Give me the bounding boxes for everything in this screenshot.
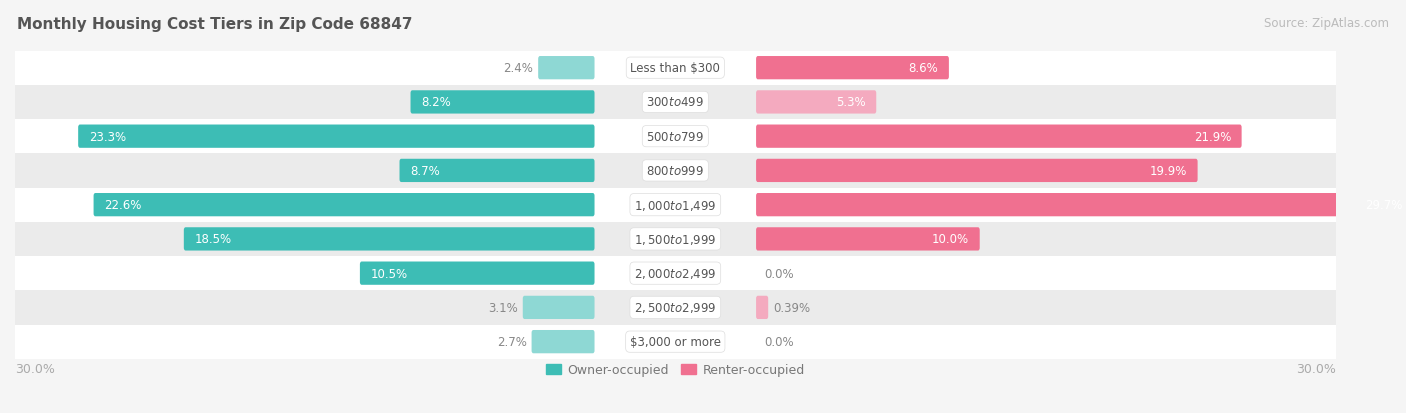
Text: 8.6%: 8.6% (908, 62, 938, 75)
Text: 18.5%: 18.5% (194, 233, 232, 246)
FancyBboxPatch shape (756, 296, 768, 319)
Text: 5.3%: 5.3% (837, 96, 866, 109)
FancyBboxPatch shape (184, 228, 595, 251)
Text: 3.1%: 3.1% (488, 301, 517, 314)
FancyBboxPatch shape (538, 57, 595, 80)
FancyBboxPatch shape (15, 222, 1336, 256)
FancyBboxPatch shape (756, 125, 1241, 148)
FancyBboxPatch shape (399, 159, 595, 183)
FancyBboxPatch shape (15, 154, 1336, 188)
FancyBboxPatch shape (15, 52, 1336, 85)
FancyBboxPatch shape (360, 262, 595, 285)
Text: $300 to $499: $300 to $499 (647, 96, 704, 109)
FancyBboxPatch shape (756, 57, 949, 80)
Text: $800 to $999: $800 to $999 (647, 164, 704, 178)
Text: 2.7%: 2.7% (496, 335, 527, 348)
Text: 30.0%: 30.0% (1296, 362, 1336, 375)
Text: $500 to $799: $500 to $799 (647, 131, 704, 143)
Text: $2,000 to $2,499: $2,000 to $2,499 (634, 266, 717, 280)
Legend: Owner-occupied, Renter-occupied: Owner-occupied, Renter-occupied (541, 358, 810, 381)
FancyBboxPatch shape (15, 256, 1336, 291)
FancyBboxPatch shape (15, 325, 1336, 359)
Text: Less than $300: Less than $300 (630, 62, 720, 75)
FancyBboxPatch shape (15, 188, 1336, 222)
Text: 30.0%: 30.0% (15, 362, 55, 375)
FancyBboxPatch shape (15, 291, 1336, 325)
Text: $1,000 to $1,499: $1,000 to $1,499 (634, 198, 717, 212)
Text: 21.9%: 21.9% (1194, 131, 1232, 143)
FancyBboxPatch shape (531, 330, 595, 354)
FancyBboxPatch shape (756, 228, 980, 251)
FancyBboxPatch shape (523, 296, 595, 319)
FancyBboxPatch shape (411, 91, 595, 114)
Text: 19.9%: 19.9% (1150, 164, 1187, 178)
FancyBboxPatch shape (756, 159, 1198, 183)
Text: 10.5%: 10.5% (370, 267, 408, 280)
Text: 2.4%: 2.4% (503, 62, 533, 75)
Text: Monthly Housing Cost Tiers in Zip Code 68847: Monthly Housing Cost Tiers in Zip Code 6… (17, 17, 412, 31)
Text: $3,000 or more: $3,000 or more (630, 335, 721, 348)
FancyBboxPatch shape (79, 125, 595, 148)
Text: 8.2%: 8.2% (420, 96, 451, 109)
Text: 8.7%: 8.7% (411, 164, 440, 178)
Text: Source: ZipAtlas.com: Source: ZipAtlas.com (1264, 17, 1389, 29)
FancyBboxPatch shape (756, 91, 876, 114)
Text: 0.39%: 0.39% (773, 301, 810, 314)
Text: 22.6%: 22.6% (104, 199, 142, 211)
Text: $1,500 to $1,999: $1,500 to $1,999 (634, 233, 717, 246)
Text: 23.3%: 23.3% (89, 131, 127, 143)
FancyBboxPatch shape (756, 194, 1406, 217)
Text: $2,500 to $2,999: $2,500 to $2,999 (634, 301, 717, 315)
FancyBboxPatch shape (15, 120, 1336, 154)
Text: 29.7%: 29.7% (1365, 199, 1403, 211)
Text: 0.0%: 0.0% (765, 335, 794, 348)
Text: 0.0%: 0.0% (765, 267, 794, 280)
FancyBboxPatch shape (94, 194, 595, 217)
FancyBboxPatch shape (15, 85, 1336, 120)
Text: 10.0%: 10.0% (932, 233, 969, 246)
